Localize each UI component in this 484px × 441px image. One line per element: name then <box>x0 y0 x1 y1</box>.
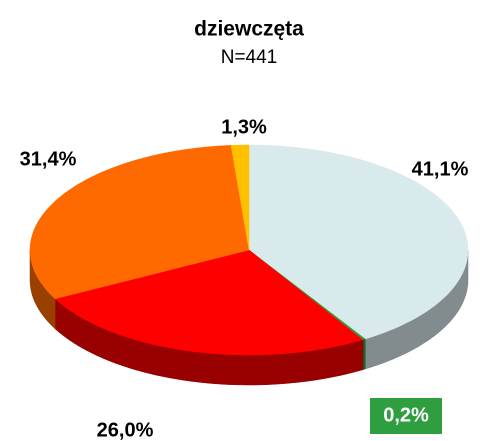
data-label: 31,4% <box>20 148 77 170</box>
data-label: 26,0% <box>97 419 154 441</box>
slice <box>29 145 250 300</box>
data-label: 0,2% <box>383 404 429 426</box>
slice <box>230 144 250 251</box>
chart-title: dziewczęta <box>194 18 304 41</box>
chart-subtitle: N=441 <box>221 47 278 68</box>
label-box <box>370 398 442 434</box>
data-label: 41,1% <box>412 158 469 180</box>
slice <box>248 144 469 340</box>
slice-side <box>362 338 366 371</box>
data-label: 1,3% <box>221 116 267 138</box>
slice <box>54 249 364 356</box>
